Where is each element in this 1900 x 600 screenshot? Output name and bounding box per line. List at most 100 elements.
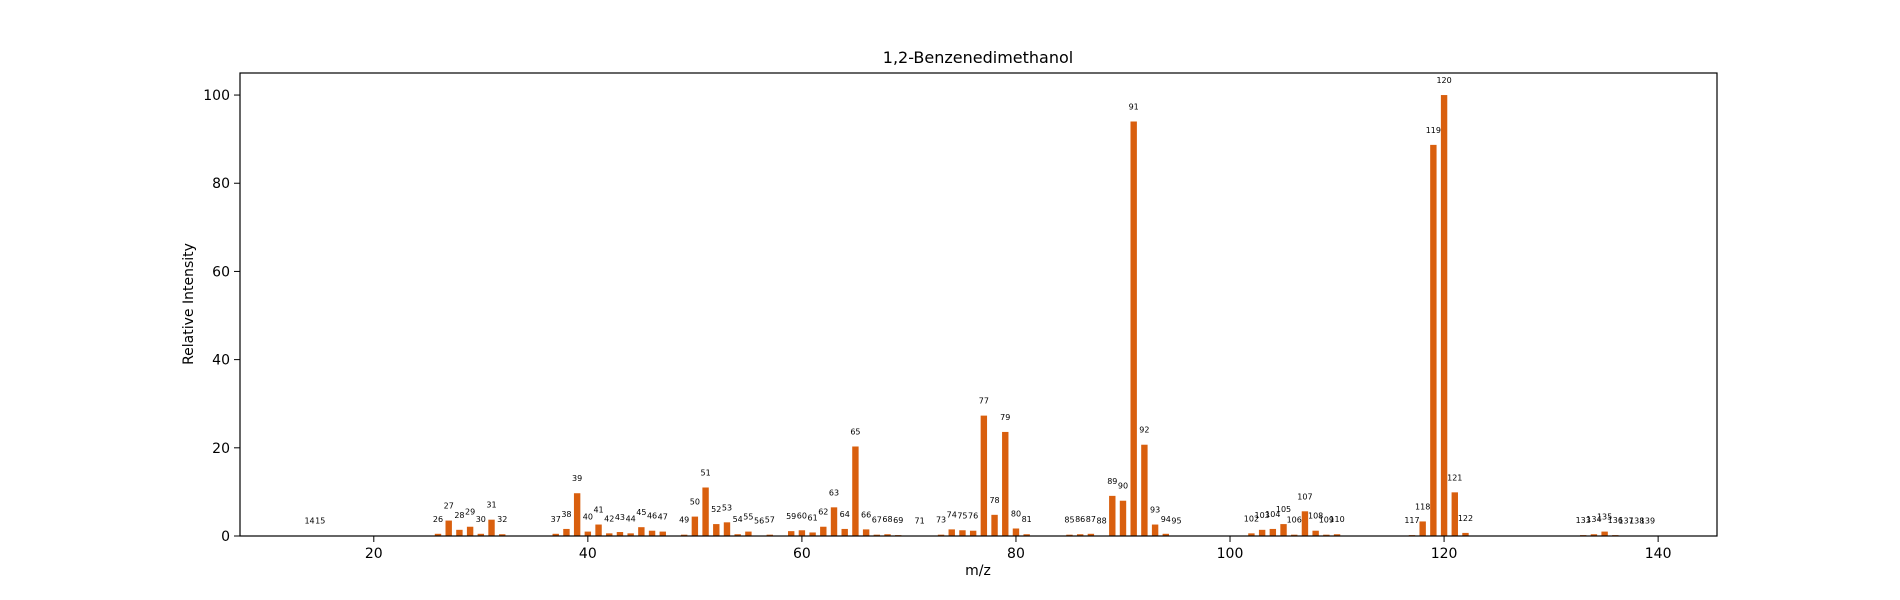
chart-title: 1,2-Benzenedimethanol [883, 48, 1073, 67]
bar-mz-77 [980, 415, 988, 536]
x-tick-label: 40 [579, 546, 597, 562]
bar-mz-66 [862, 529, 870, 536]
bar-mz-91 [1130, 121, 1137, 536]
bar-mz-108 [1312, 530, 1319, 536]
bar-mz-87 [1087, 533, 1095, 536]
peak-label-26: 26 [433, 515, 443, 524]
peak-label-60: 60 [797, 511, 807, 520]
peak-label-43: 43 [615, 513, 625, 522]
peak-label-31: 31 [486, 501, 496, 510]
y-axis-title: Relative Intensity [181, 243, 197, 365]
bar-mz-42 [606, 533, 613, 536]
bar-mz-50 [691, 516, 699, 536]
bar-mz-68 [884, 534, 891, 536]
peak-label-53: 53 [722, 503, 732, 512]
peak-label-78: 78 [989, 496, 999, 505]
peak-label-44: 44 [626, 514, 636, 523]
peak-label-89: 89 [1107, 477, 1117, 486]
bar-mz-107 [1301, 511, 1309, 536]
peak-label-121: 121 [1447, 473, 1462, 482]
bar-mz-39 [573, 493, 581, 536]
bar-mz-90 [1119, 500, 1127, 536]
peak-label-88: 88 [1096, 517, 1106, 526]
bar-mz-106 [1291, 534, 1298, 536]
y-tick-label: 0 [221, 529, 230, 545]
peak-label-79: 79 [1000, 413, 1010, 422]
peak-label-74: 74 [947, 510, 957, 519]
peak-label-59: 59 [786, 512, 796, 521]
peak-label-32: 32 [497, 515, 507, 524]
peak-label-41: 41 [593, 506, 603, 515]
bar-mz-62 [820, 526, 827, 536]
x-tick-label: 100 [1217, 546, 1244, 562]
bar-mz-57 [766, 534, 773, 536]
bar-mz-109 [1323, 534, 1330, 536]
x-axis-title: m/z [965, 563, 991, 579]
peak-label-90: 90 [1118, 482, 1128, 491]
peak-label-86: 86 [1075, 515, 1085, 524]
bar-mz-73 [937, 534, 945, 536]
bar-mz-30 [477, 533, 485, 536]
bar-mz-135 [1601, 531, 1608, 536]
bar-mz-75 [959, 530, 966, 536]
peak-label-81: 81 [1022, 515, 1032, 524]
bar-mz-41 [595, 524, 602, 536]
bar-mz-61 [809, 532, 816, 536]
peak-label-56: 56 [754, 517, 764, 526]
bar-mz-28 [456, 529, 463, 536]
peak-label-85: 85 [1064, 516, 1074, 525]
bar-mz-55 [745, 531, 752, 536]
peak-label-61: 61 [808, 513, 818, 522]
peak-label-77: 77 [979, 397, 989, 406]
x-tick-label: 80 [1007, 546, 1025, 562]
peak-label-104: 104 [1265, 510, 1280, 519]
bar-mz-26 [434, 533, 442, 536]
bar-mz-94 [1162, 533, 1169, 536]
bar-mz-47 [659, 531, 666, 536]
peak-label-93: 93 [1150, 506, 1160, 515]
bar-mz-63 [830, 507, 838, 536]
y-tick-label: 20 [212, 441, 230, 457]
bar-mz-118 [1419, 521, 1426, 536]
y-tick-label: 60 [212, 264, 230, 280]
bar-mz-102 [1248, 533, 1255, 536]
peak-label-110: 110 [1329, 515, 1344, 524]
peak-label-62: 62 [818, 508, 828, 517]
y-tick-label: 40 [212, 353, 230, 369]
bar-mz-37 [552, 533, 559, 536]
x-tick-label: 20 [365, 546, 383, 562]
peak-label-14: 14 [304, 517, 314, 526]
bar-mz-31 [488, 519, 495, 536]
axes-layer: 20 40 60 80 100 120 140 0 20 40 60 80 100 [203, 72, 1718, 562]
peak-label-42: 42 [604, 514, 614, 523]
peak-label-135: 135 [1597, 513, 1612, 522]
peak-label-103: 103 [1254, 511, 1269, 520]
bar-mz-93 [1151, 524, 1159, 536]
peak-label-50: 50 [690, 498, 700, 507]
peak-label-122: 122 [1458, 514, 1473, 523]
peak-label-54: 54 [733, 515, 743, 524]
peak-label-120: 120 [1436, 76, 1451, 85]
bar-mz-52 [713, 524, 720, 536]
peak-label-107: 107 [1297, 492, 1312, 501]
peak-label-45: 45 [636, 508, 646, 517]
peak-label-119: 119 [1426, 126, 1441, 135]
peak-label-64: 64 [840, 510, 850, 519]
peak-label-105: 105 [1276, 505, 1291, 514]
peak-label-108: 108 [1308, 512, 1323, 521]
peak-label-80: 80 [1011, 510, 1021, 519]
bar-mz-64 [841, 528, 848, 536]
bar-mz-110 [1333, 534, 1341, 536]
peak-label-68: 68 [882, 515, 892, 524]
peak-label-87: 87 [1086, 515, 1096, 524]
peak-label-38: 38 [561, 510, 571, 519]
bar-mz-59 [788, 531, 795, 536]
peak-label-51: 51 [700, 469, 710, 478]
peak-label-117: 117 [1404, 516, 1419, 525]
peak-label-29: 29 [465, 508, 475, 517]
peak-label-94: 94 [1161, 515, 1171, 524]
bar-mz-49 [680, 534, 688, 536]
peak-label-137: 137 [1618, 517, 1633, 526]
bars-layer [306, 95, 1651, 537]
